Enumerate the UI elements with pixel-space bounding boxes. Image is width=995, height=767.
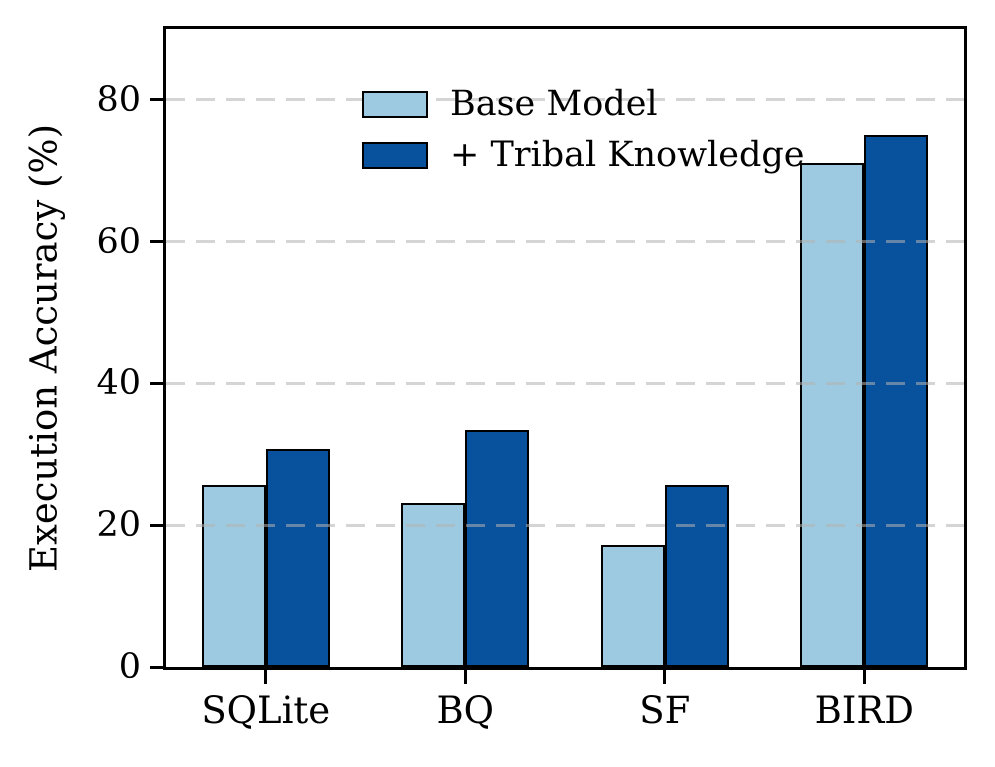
y-tick-mark-40	[150, 381, 166, 385]
legend-swatch-tribal-knowledge	[362, 141, 428, 169]
y-tick-label-80: 80	[96, 79, 141, 120]
y-tick-mark-20	[150, 523, 166, 527]
legend-swatch-base-model	[362, 90, 428, 118]
x-tick-label-sf: SF	[639, 689, 691, 732]
x-tick-mark-bird	[862, 670, 866, 684]
bar-sf-tribal	[664, 484, 729, 667]
y-axis-label: Execution Accuracy (%)	[22, 123, 66, 573]
legend-label-base-model: Base Model	[450, 84, 658, 124]
y-tick-label-0: 0	[118, 647, 141, 687]
plot-area: Base Model + Tribal Knowledge	[163, 26, 967, 670]
bar-sqlite-tribal	[265, 448, 330, 667]
legend-label-tribal-knowledge: + Tribal Knowledge	[450, 135, 805, 175]
bar-bird-base	[800, 162, 865, 667]
y-tick-label-20: 20	[96, 505, 141, 546]
y-tick-label-60: 60	[96, 221, 141, 262]
y-tick-mark-0	[150, 665, 166, 669]
bar-sf-base	[600, 545, 665, 667]
x-tick-mark-sf	[663, 670, 667, 684]
x-tick-label-bq: BQ	[436, 689, 495, 732]
x-tick-mark-sqlite	[264, 670, 268, 684]
legend-item-base-model: Base Model	[362, 84, 804, 124]
legend: Base Model + Tribal Knowledge	[362, 84, 805, 190]
x-tick-label-bird: BIRD	[814, 689, 914, 732]
y-tick-mark-80	[150, 98, 166, 102]
y-tick-label-40: 40	[96, 363, 141, 404]
legend-item-tribal-knowledge: + Tribal Knowledge	[362, 135, 805, 175]
bar-bird-tribal	[864, 135, 929, 667]
bar-bq-base	[401, 502, 466, 667]
y-tick-mark-60	[150, 240, 166, 244]
x-tick-mark-bq	[463, 670, 467, 684]
bar-sqlite-base	[201, 484, 266, 667]
bar-bq-tribal	[465, 429, 530, 667]
plot-inner	[166, 29, 964, 667]
x-tick-label-sqlite: SQLite	[201, 689, 331, 732]
